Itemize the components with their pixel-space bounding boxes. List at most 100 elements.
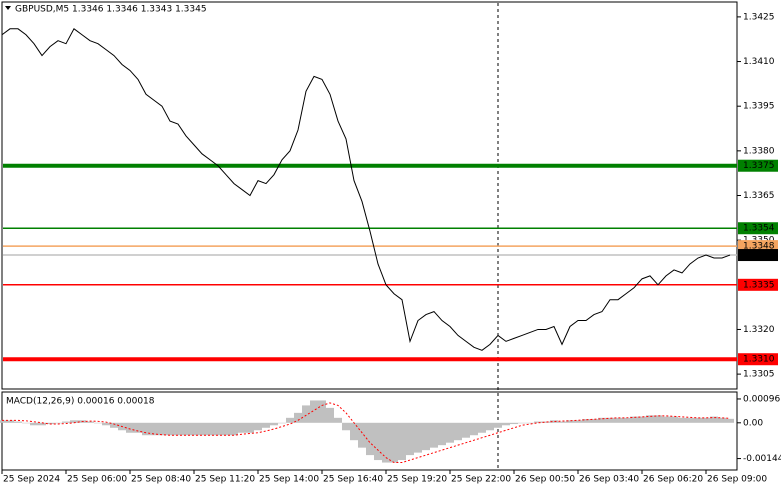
macd-bar xyxy=(318,400,326,423)
x-tick-label: 26 Sep 03:40 xyxy=(579,475,639,485)
macd-bar xyxy=(646,415,654,423)
macd-bar xyxy=(422,422,430,451)
macd-bar xyxy=(198,422,206,436)
macd-bar xyxy=(526,422,534,424)
macd-bar xyxy=(582,419,590,423)
macd-bar xyxy=(446,422,454,443)
macd-bar xyxy=(678,417,686,423)
macd-bar xyxy=(126,422,134,433)
macd-bar xyxy=(542,421,550,423)
x-tick-label: 25 Sep 16:40 xyxy=(323,475,383,485)
x-tick-label: 25 Sep 06:00 xyxy=(67,475,127,485)
macd-bar xyxy=(190,422,198,436)
macd-bar xyxy=(246,422,254,433)
level-label: 1.3348 xyxy=(743,242,775,252)
macd-bar xyxy=(670,416,678,423)
y-tick-label: 1.3425 xyxy=(743,12,775,22)
level-label: 1.3335 xyxy=(743,280,775,290)
macd-bar xyxy=(654,415,662,423)
macd-bar xyxy=(350,422,358,441)
macd-bar xyxy=(398,422,406,461)
macd-bar xyxy=(662,416,670,423)
x-tick-label: 25 Sep 19:20 xyxy=(387,475,447,485)
macd-bar xyxy=(558,421,566,423)
macd-bar xyxy=(94,422,102,424)
macd-bar xyxy=(414,422,422,453)
macd-bar xyxy=(622,417,630,423)
macd-bar xyxy=(238,422,246,433)
macd-bar xyxy=(254,422,262,431)
macd-bar xyxy=(702,417,710,423)
macd-bar xyxy=(158,422,166,436)
macd-bar xyxy=(438,422,446,446)
macd-bar xyxy=(342,422,350,431)
macd-bar xyxy=(54,422,62,424)
macd-bar xyxy=(430,422,438,448)
macd-bar xyxy=(534,421,542,423)
macd-bar xyxy=(494,422,502,428)
macd-bar xyxy=(470,422,478,436)
x-tick-label: 25 Sep 08:40 xyxy=(131,475,191,485)
macd-bar xyxy=(614,417,622,423)
macd-bar xyxy=(102,422,110,426)
macd-bar xyxy=(214,422,222,436)
y-tick-label: 1.3305 xyxy=(743,370,775,380)
macd-bar xyxy=(486,422,494,431)
x-tick-label: 25 Sep 11:20 xyxy=(195,475,255,485)
macd-bar xyxy=(174,422,182,436)
macd-bar xyxy=(686,417,694,423)
macd-bar xyxy=(510,422,518,425)
macd-bar xyxy=(598,417,606,423)
macd-bar xyxy=(294,412,302,423)
macd-bar xyxy=(694,417,702,423)
x-tick-label: 25 Sep 22:00 xyxy=(451,475,511,485)
macd-bar xyxy=(30,422,38,426)
macd-bar xyxy=(374,422,382,461)
macd-bar xyxy=(262,422,270,428)
macd-bar xyxy=(46,422,54,425)
macd-bar xyxy=(150,422,158,436)
macd-bar xyxy=(230,422,238,436)
macd-bar xyxy=(86,421,94,423)
level-label: 1.3345 xyxy=(743,251,775,261)
macd-bar xyxy=(134,422,142,433)
macd-bar xyxy=(718,417,726,423)
level-label-bg xyxy=(738,249,778,262)
macd-bar xyxy=(566,420,574,423)
macd-bar xyxy=(326,407,334,423)
level-label-bg xyxy=(738,278,778,291)
y-tick-label: 1.3395 xyxy=(743,102,775,112)
macd-bar xyxy=(70,420,78,423)
macd-bar xyxy=(310,400,318,423)
title-marker xyxy=(5,6,11,10)
level-label: 1.3354 xyxy=(743,224,775,234)
macd-bar xyxy=(206,422,214,436)
macd-bar xyxy=(478,422,486,433)
macd-bar xyxy=(358,422,366,448)
macd-bar xyxy=(22,422,30,424)
macd-bar xyxy=(14,421,22,423)
level-label: 1.3310 xyxy=(743,355,775,365)
macd-bar xyxy=(6,420,14,423)
macd-bar xyxy=(334,417,342,423)
macd-bar xyxy=(606,417,614,423)
y-tick-label: 1.3410 xyxy=(743,57,775,67)
macd-bar xyxy=(502,422,510,426)
y-tick-label: 1.3380 xyxy=(743,146,775,156)
macd-bar xyxy=(278,422,286,424)
macd-bar xyxy=(710,416,718,423)
macd-bar xyxy=(166,422,174,436)
price-line xyxy=(1,28,731,351)
macd-bar xyxy=(574,420,582,423)
macd-bar xyxy=(0,420,6,423)
y-tick-label: 1.3320 xyxy=(743,325,775,335)
x-tick-label: 26 Sep 06:20 xyxy=(643,475,703,485)
x-tick-label: 25 Sep 2024 xyxy=(3,475,60,485)
macd-bar xyxy=(638,416,646,423)
macd-bar xyxy=(270,422,278,426)
level-label: 1.3375 xyxy=(743,161,775,171)
chart-title: GBPUSD,M5 1.3346 1.3346 1.3343 1.3345 xyxy=(15,5,207,15)
y-tick-label: -0.00144 xyxy=(743,454,781,464)
macd-bar xyxy=(630,416,638,423)
